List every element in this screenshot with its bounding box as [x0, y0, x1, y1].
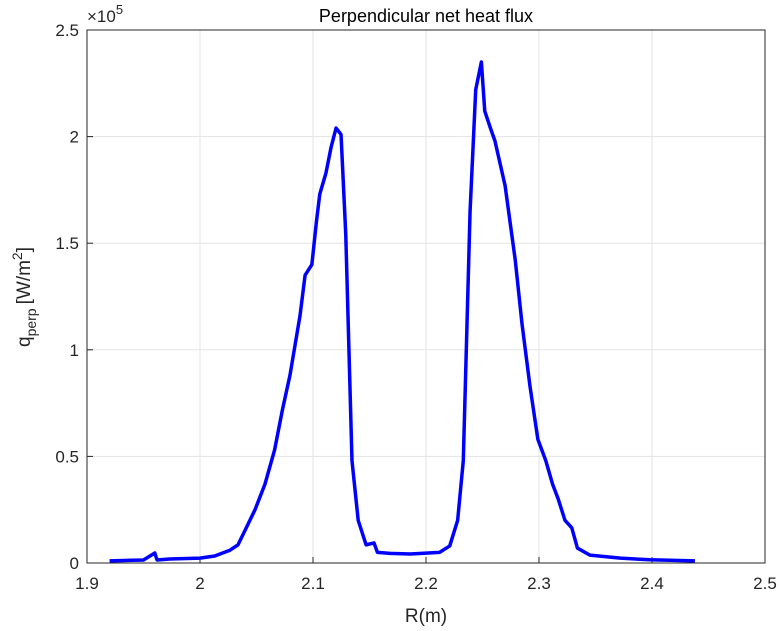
x-axis-label: R(m)	[405, 606, 447, 627]
y-tick-label: 0	[70, 554, 79, 573]
y-tick-label: 1.5	[55, 234, 79, 253]
x-tick-label: 2.2	[414, 574, 438, 593]
y-label-base: q	[14, 336, 35, 347]
y-scale-factor: ×105	[87, 2, 123, 26]
x-tick-label: 2.4	[640, 574, 664, 593]
y-tick-label: 2	[70, 128, 79, 147]
x-tick-label: 2	[195, 574, 204, 593]
y-label-sub: perp	[23, 308, 39, 336]
x-tick-label: 2.5	[753, 574, 777, 593]
x-tick-label: 2.1	[301, 574, 325, 593]
y-label-close: ]	[14, 247, 35, 252]
plot-frame	[86, 29, 766, 564]
y-scale-base: ×10	[87, 7, 116, 26]
y-tick-label: 0.5	[55, 447, 79, 466]
x-tick-label: 1.9	[75, 574, 99, 593]
data-line	[109, 60, 695, 563]
y-axis-label: qperp [W/m2]	[9, 247, 39, 347]
x-tick-label: 2.3	[527, 574, 551, 593]
y-tick-label: 1	[70, 341, 79, 360]
y-label-unit: [W/m	[14, 260, 35, 304]
y-scale-exp: 5	[116, 2, 123, 17]
y-tick-label: 2.5	[55, 21, 79, 40]
y-label-sup: 2	[9, 252, 25, 260]
chart-title: Perpendicular net heat flux	[319, 6, 533, 26]
